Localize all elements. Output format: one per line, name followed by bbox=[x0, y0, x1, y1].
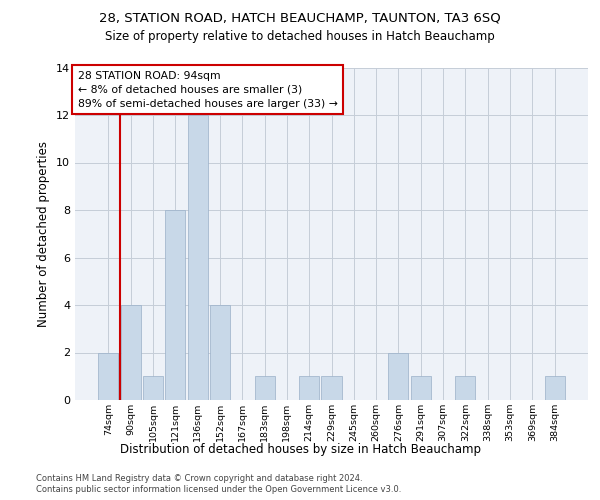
Y-axis label: Number of detached properties: Number of detached properties bbox=[37, 141, 50, 327]
Bar bbox=[210, 305, 230, 400]
Bar bbox=[455, 376, 475, 400]
Text: Size of property relative to detached houses in Hatch Beauchamp: Size of property relative to detached ho… bbox=[105, 30, 495, 43]
Bar bbox=[188, 115, 208, 400]
Bar bbox=[388, 352, 409, 400]
Bar bbox=[299, 376, 319, 400]
Bar bbox=[545, 376, 565, 400]
Text: Contains HM Land Registry data © Crown copyright and database right 2024.: Contains HM Land Registry data © Crown c… bbox=[36, 474, 362, 483]
Bar bbox=[322, 376, 341, 400]
Text: Distribution of detached houses by size in Hatch Beauchamp: Distribution of detached houses by size … bbox=[119, 442, 481, 456]
Bar bbox=[411, 376, 431, 400]
Text: 28, STATION ROAD, HATCH BEAUCHAMP, TAUNTON, TA3 6SQ: 28, STATION ROAD, HATCH BEAUCHAMP, TAUNT… bbox=[99, 12, 501, 24]
Bar bbox=[165, 210, 185, 400]
Bar bbox=[98, 352, 118, 400]
Bar bbox=[254, 376, 275, 400]
Text: Contains public sector information licensed under the Open Government Licence v3: Contains public sector information licen… bbox=[36, 485, 401, 494]
Text: 28 STATION ROAD: 94sqm
← 8% of detached houses are smaller (3)
89% of semi-detac: 28 STATION ROAD: 94sqm ← 8% of detached … bbox=[77, 71, 337, 109]
Bar bbox=[121, 305, 141, 400]
Bar bbox=[143, 376, 163, 400]
